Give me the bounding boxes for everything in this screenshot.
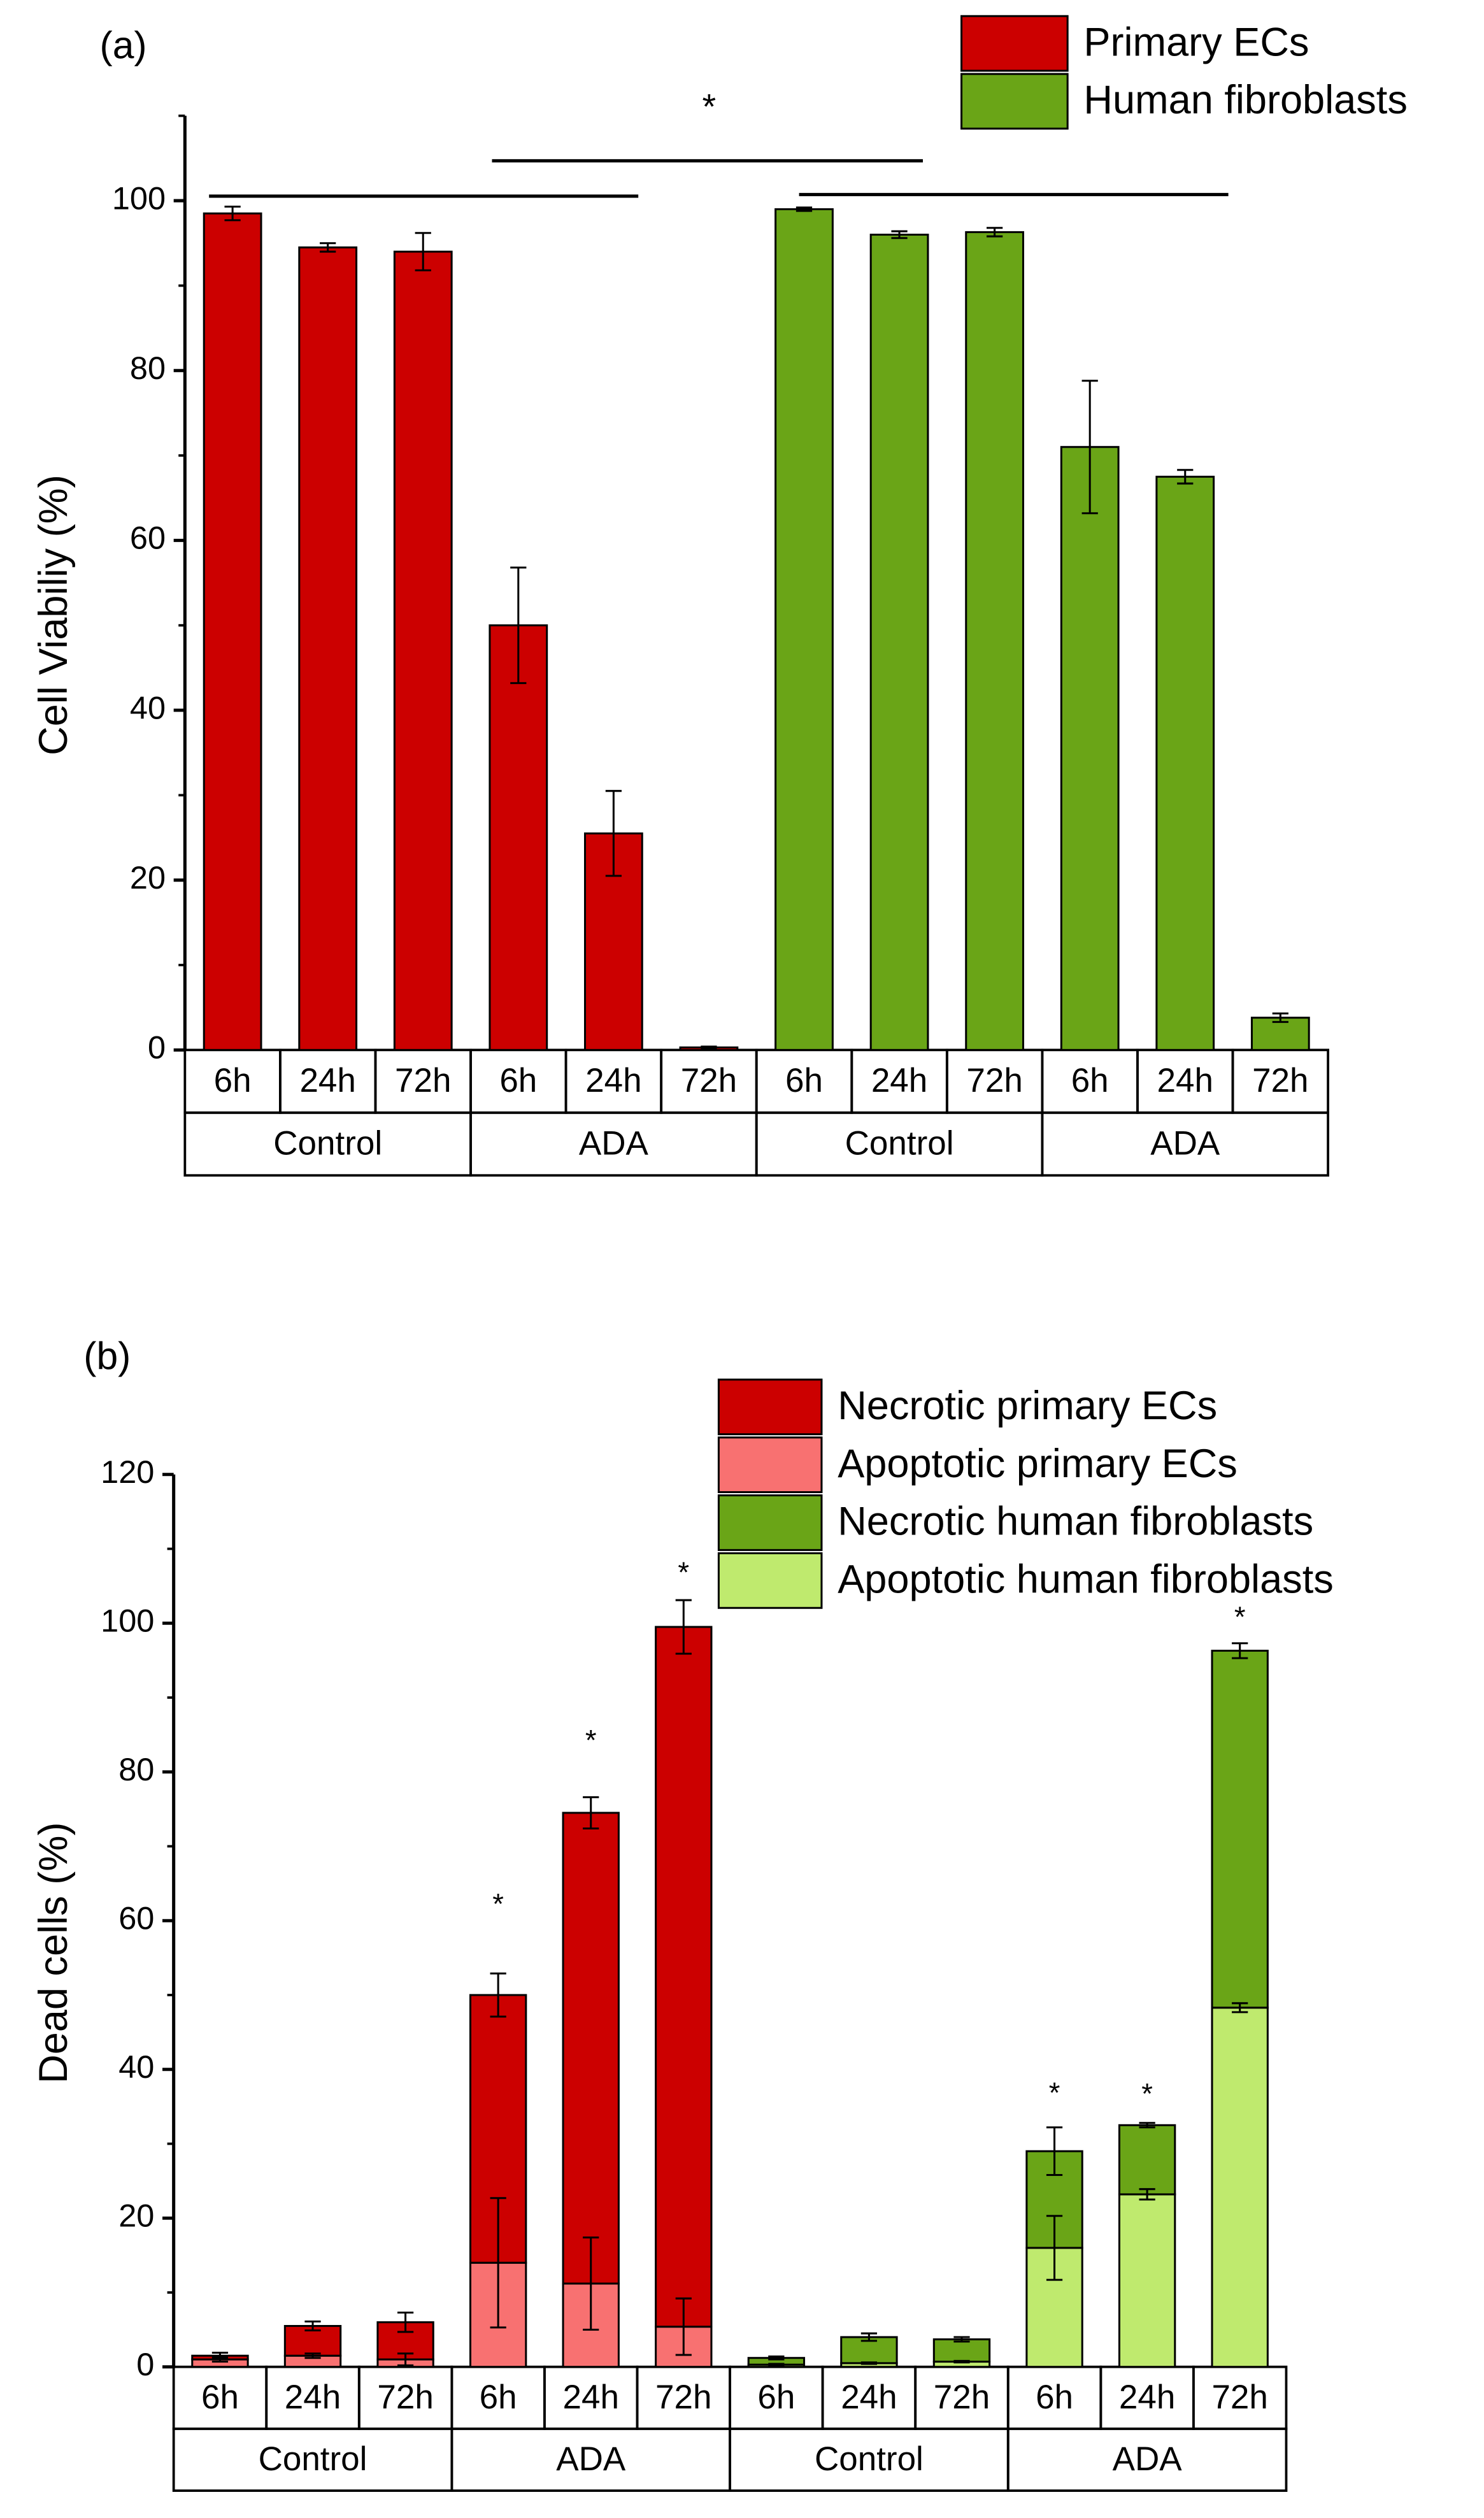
x-tick-label: 6h — [499, 1062, 537, 1099]
x-tick-label: 24h — [585, 1062, 641, 1099]
x-tick-label: 24h — [1157, 1062, 1213, 1099]
legend-swatch — [960, 73, 1069, 130]
x-tick-label: 72h — [966, 1062, 1022, 1099]
bar-segment — [1118, 2193, 1176, 2368]
legend-label: Necrotic primary ECs — [838, 1384, 1217, 1428]
x-tick-label: 72h — [1252, 1062, 1308, 1099]
x-tick-label: 24h — [841, 2379, 897, 2416]
y-tick-label: 100 — [112, 180, 166, 216]
y-tick-label: 20 — [118, 2198, 154, 2234]
y-tick-label: 60 — [118, 1900, 154, 1936]
bar-segment — [1211, 2007, 1269, 2368]
x-tick-label: 72h — [395, 1062, 451, 1099]
y-tick-label: 60 — [130, 520, 166, 556]
x-tick-label: 72h — [655, 2379, 711, 2416]
x-tick-label: 72h — [1211, 2379, 1267, 2416]
legend-label: Primary ECs — [1083, 20, 1309, 64]
group-label: Control — [815, 2440, 924, 2478]
bar — [869, 233, 929, 1051]
x-tick-label: 6h — [757, 2379, 795, 2416]
x-tick-label: 6h — [201, 2379, 239, 2416]
significance-star: * — [585, 1724, 597, 1757]
y-tick-label: 40 — [130, 689, 166, 726]
panel-label: (b) — [83, 1334, 131, 1377]
y-axis-label: Cell Viabiliy (%) — [31, 475, 76, 755]
bar — [203, 212, 262, 1051]
x-tick-label: 6h — [1071, 1062, 1109, 1099]
y-tick-label: 0 — [148, 1029, 166, 1066]
legend-label: Necrotic human fibroblasts — [838, 1499, 1313, 1544]
y-tick-label: 80 — [118, 1751, 154, 1787]
x-tick-label: 72h — [377, 2379, 433, 2416]
significance-star: * — [678, 1556, 689, 1589]
group-cell — [1006, 2428, 1288, 2492]
y-tick-label: 0 — [136, 2346, 154, 2382]
y-tick-label: 20 — [130, 859, 166, 896]
legend-label: Human fibroblasts — [1083, 78, 1407, 122]
x-tick-label: 24h — [563, 2379, 619, 2416]
group-label: ADA — [556, 2440, 626, 2478]
x-tick-label: 24h — [285, 2379, 341, 2416]
group-label: ADA — [1150, 1125, 1220, 1162]
legend-label: Apoptotic human fibroblasts — [838, 1557, 1334, 1602]
legend-swatch — [717, 1552, 823, 1609]
x-tick-label: 72h — [681, 1062, 737, 1099]
bar — [1060, 446, 1120, 1051]
x-tick-label: 24h — [871, 1062, 927, 1099]
significance-star: * — [702, 87, 716, 126]
bar-segment — [1118, 2124, 1176, 2196]
bar-segment — [1211, 1649, 1269, 2009]
y-axis-label: Dead cells (%) — [31, 1822, 76, 2084]
y-tick-label: 120 — [101, 1454, 154, 1490]
bar-segment — [932, 2338, 991, 2363]
significance-star: * — [1234, 1601, 1246, 1633]
y-tick-label: 80 — [130, 350, 166, 386]
group-label: Control — [259, 2440, 367, 2478]
bar-segment — [562, 1812, 620, 2285]
significance-star: * — [1141, 2077, 1153, 2110]
group-label: Control — [273, 1125, 382, 1162]
legend-swatch — [960, 15, 1069, 72]
bar — [1155, 475, 1215, 1051]
x-tick-label: 6h — [480, 2379, 517, 2416]
legend-swatch — [717, 1494, 823, 1551]
x-tick-label: 6h — [214, 1062, 252, 1099]
bar — [298, 246, 358, 1051]
bar — [774, 208, 834, 1051]
group-label: Control — [845, 1125, 954, 1162]
x-tick-label: 24h — [299, 1062, 355, 1099]
group-label: ADA — [579, 1125, 649, 1162]
bar — [489, 624, 548, 1051]
bar-segment — [655, 1626, 713, 2328]
x-tick-label: 6h — [785, 1062, 823, 1099]
legend-label: Apoptotic primary ECs — [838, 1441, 1238, 1486]
significance-star: * — [492, 1888, 504, 1921]
panel-label: (a) — [100, 24, 147, 67]
bar — [1250, 1017, 1310, 1051]
group-cell — [1041, 1111, 1329, 1177]
y-tick-label: 40 — [118, 2049, 154, 2085]
y-tick-label: 100 — [101, 1603, 154, 1639]
x-tick-label: 24h — [1119, 2379, 1175, 2416]
bar — [393, 250, 453, 1051]
x-tick-label: 6h — [1036, 2379, 1073, 2416]
legend-swatch — [717, 1378, 823, 1436]
legend-swatch — [717, 1436, 823, 1494]
significance-star: * — [1049, 2077, 1060, 2109]
x-tick-label: 72h — [934, 2379, 990, 2416]
group-label: ADA — [1113, 2440, 1183, 2478]
bar — [965, 231, 1025, 1051]
